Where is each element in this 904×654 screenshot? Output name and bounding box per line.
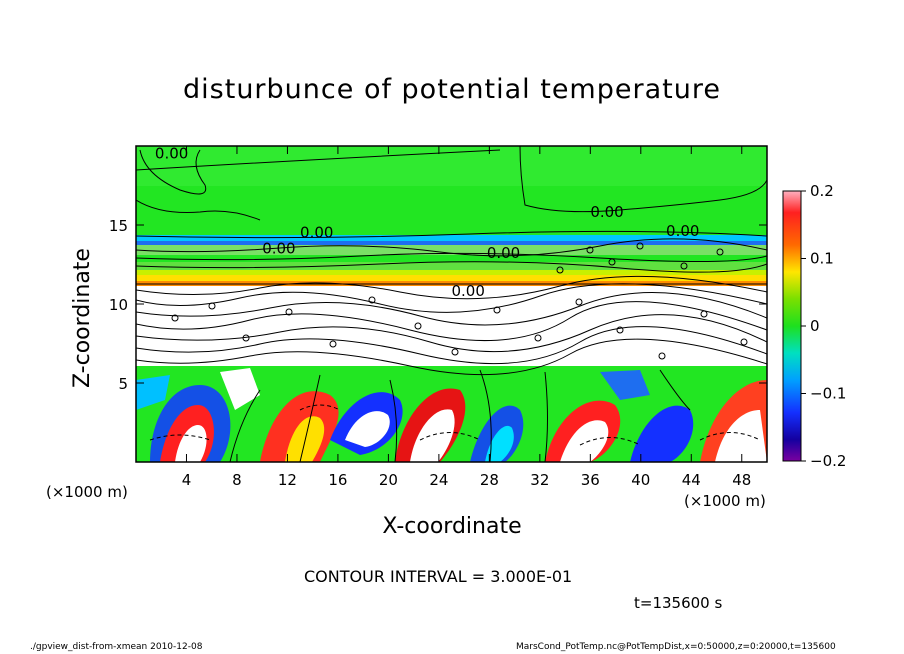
x-tick-label: 44 xyxy=(682,471,701,489)
x-tick-label: 32 xyxy=(530,471,549,489)
colorbar-tick-label: −0.2 xyxy=(810,452,846,470)
footer-left: ./gpview_dist-from-xmean 2010-12-08 xyxy=(30,642,203,652)
y-tick-label: 15 xyxy=(109,217,128,235)
x-tick-label: 4 xyxy=(182,471,192,489)
contour-value-label: 0.00 xyxy=(452,282,485,300)
colorbar-tick-label: 0.1 xyxy=(810,250,834,268)
contour-value-label: 0.00 xyxy=(590,203,623,221)
x-tick-label: 48 xyxy=(732,471,751,489)
contour-value-label: 0.00 xyxy=(487,244,520,262)
y-axis-unit: (×1000 m) xyxy=(46,483,128,501)
x-tick-label: 24 xyxy=(429,471,448,489)
colorbar xyxy=(782,190,802,462)
time-stamp: t=135600 s xyxy=(634,594,723,612)
contour-value-label: 0.00 xyxy=(155,145,188,163)
y-tick-label: 10 xyxy=(109,296,128,314)
contour-interval: CONTOUR INTERVAL = 3.000E-01 xyxy=(304,567,573,586)
x-tick-label: 16 xyxy=(328,471,347,489)
x-tick-label: 40 xyxy=(631,471,650,489)
warm-band xyxy=(136,275,767,281)
colorbar-tick-label: −0.1 xyxy=(810,385,846,403)
y-tick-label: 5 xyxy=(118,375,128,393)
contour-value-label: 0.00 xyxy=(666,222,699,240)
contour-value-label: 0.00 xyxy=(262,239,295,257)
x-tick-label: 20 xyxy=(379,471,398,489)
x-axis-label: X-coordinate xyxy=(382,514,522,539)
x-tick-label: 36 xyxy=(581,471,600,489)
chart-title: disturbunce of potential temperature xyxy=(183,74,721,105)
footer-right: MarsCond_PotTemp.nc@PotTempDist,x=0:5000… xyxy=(516,642,836,652)
contour-value-label: 0.00 xyxy=(300,224,333,242)
x-tick-label: 28 xyxy=(480,471,499,489)
y-axis-label: Z-coordinate xyxy=(70,248,95,388)
x-axis-unit: (×1000 m) xyxy=(684,492,766,510)
colorbar-tick-label: 0.2 xyxy=(810,182,834,200)
x-tick-label: 12 xyxy=(278,471,297,489)
colorbar-tick-label: 0 xyxy=(810,317,820,335)
x-tick-label: 8 xyxy=(232,471,242,489)
cool-band xyxy=(136,235,767,241)
